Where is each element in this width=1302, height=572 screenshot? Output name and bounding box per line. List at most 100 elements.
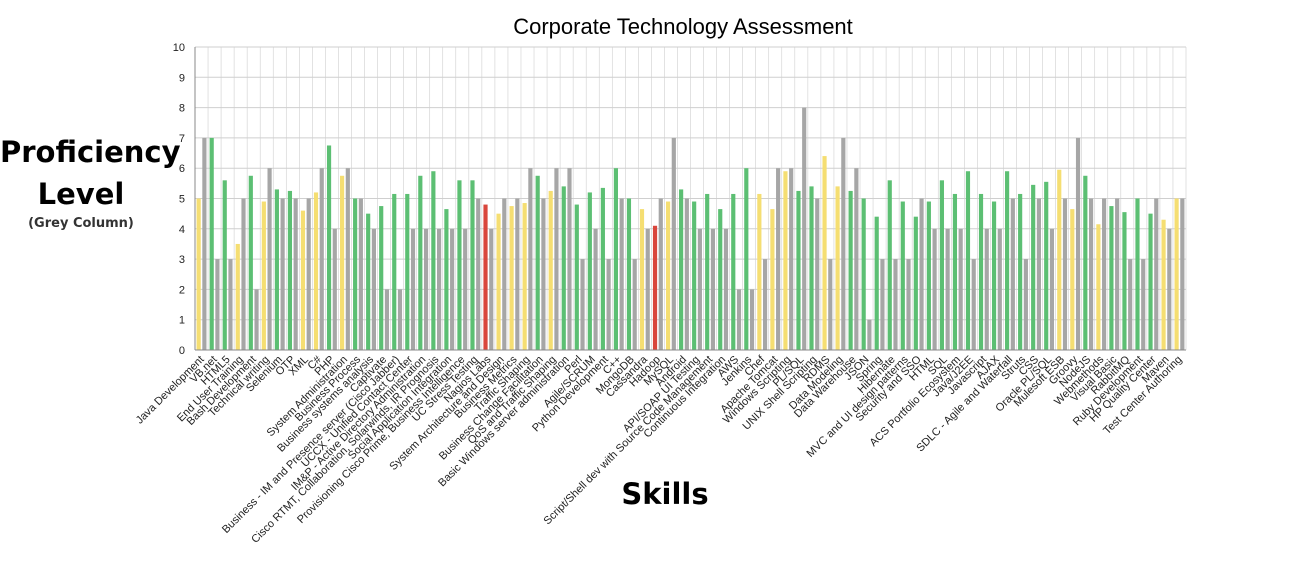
bar-proficiency — [619, 198, 624, 350]
bar-rating — [757, 193, 762, 350]
bar-proficiency — [1154, 198, 1159, 350]
bar-proficiency — [684, 198, 689, 350]
bar-proficiency — [202, 137, 207, 350]
bar-proficiency — [867, 319, 872, 350]
bar-proficiency — [789, 168, 794, 350]
bar-proficiency — [802, 107, 807, 350]
bar-proficiency — [215, 259, 220, 350]
y-tick-label: 9 — [179, 72, 185, 84]
bar-proficiency — [841, 137, 846, 350]
y-axis-ticks: 0 1 2 3 4 5 6 7 8 9 10 — [173, 42, 185, 357]
bar-rating — [665, 201, 671, 350]
bar-rating — [287, 190, 293, 350]
bar-proficiency — [736, 289, 742, 350]
bar-proficiency — [906, 259, 911, 350]
bar-proficiency — [997, 228, 1002, 350]
bar-proficiency — [723, 228, 729, 350]
bar-rating — [457, 180, 462, 350]
bar-proficiency — [371, 228, 376, 350]
bar-proficiency — [358, 198, 363, 350]
bar-rating — [913, 216, 918, 350]
bar-rating — [1070, 209, 1075, 350]
bar-rating — [978, 193, 984, 350]
bar-rating — [561, 186, 566, 350]
bar-rating — [1161, 219, 1166, 350]
bar-rating — [353, 198, 358, 350]
bar-proficiency — [1010, 198, 1015, 350]
y-tick-label: 7 — [179, 133, 185, 145]
bar-rating — [1174, 198, 1179, 350]
bar-rating — [274, 189, 279, 350]
bar-proficiency — [606, 259, 611, 350]
bar-rating — [770, 209, 775, 350]
bar-rating — [196, 198, 201, 350]
bar-rating — [405, 193, 410, 350]
bar-rating — [1044, 181, 1049, 350]
bar-rating — [1005, 171, 1010, 350]
bar-rating — [991, 201, 997, 350]
bar-proficiency — [971, 259, 976, 350]
y-tick-label: 5 — [179, 194, 185, 206]
bar-proficiency — [332, 228, 337, 350]
bar-proficiency — [567, 168, 572, 350]
bar-rating — [418, 175, 423, 350]
bar-proficiency — [267, 168, 272, 350]
bar-proficiency — [450, 228, 455, 350]
bar-rating — [261, 201, 266, 350]
bar-rating — [613, 168, 619, 350]
bar-proficiency — [502, 198, 507, 350]
bar-rating — [1031, 184, 1036, 350]
bar-proficiency — [554, 168, 559, 350]
bar-proficiency — [437, 228, 442, 350]
bar-rating — [1122, 212, 1127, 350]
bar-rating — [300, 210, 306, 350]
bar-rating — [939, 180, 944, 350]
bar-rating — [861, 198, 866, 350]
bar-proficiency — [919, 198, 924, 350]
bar-proficiency — [710, 228, 716, 350]
bar-proficiency — [293, 198, 298, 350]
bar-rating — [470, 180, 475, 350]
bar-proficiency — [828, 259, 833, 350]
bar-proficiency — [984, 228, 989, 350]
bar-rating — [483, 204, 488, 350]
bar-proficiency — [528, 168, 533, 350]
bar-proficiency — [658, 198, 663, 350]
bar-rating — [1096, 224, 1101, 350]
y-axis-label-line1: Proficiency — [0, 135, 181, 169]
bar-proficiency — [1115, 198, 1120, 350]
bar-rating — [496, 213, 501, 350]
bar-proficiency — [1128, 259, 1133, 350]
bar-proficiency — [1088, 198, 1094, 350]
bar-proficiency — [397, 289, 403, 350]
bar-rating — [926, 201, 931, 350]
chart-title: Corporate Technology Assessment — [513, 14, 853, 39]
bar-proficiency — [241, 198, 246, 350]
bar-rating — [692, 201, 697, 350]
bar-rating — [705, 193, 710, 350]
y-tick-label: 8 — [179, 103, 185, 115]
bar-proficiency — [749, 289, 755, 350]
bar-rating — [1018, 193, 1023, 350]
bar-rating — [822, 156, 827, 350]
bar-rating — [652, 225, 658, 350]
bar-proficiency — [423, 228, 429, 350]
bar-proficiency — [463, 228, 468, 350]
bar-rating — [444, 209, 449, 350]
bar-proficiency — [476, 198, 481, 350]
bar-rating — [509, 206, 514, 350]
bar-rating — [600, 187, 605, 350]
bar-rating — [535, 175, 540, 350]
bar-proficiency — [854, 168, 859, 350]
bar-rating — [744, 168, 749, 350]
bar-rating — [235, 243, 240, 350]
bar-proficiency — [1049, 228, 1055, 350]
bar-rating — [1083, 175, 1088, 350]
bar-proficiency — [815, 198, 820, 350]
bar-rating — [431, 171, 436, 350]
bar-proficiency — [1023, 259, 1028, 350]
bar-rating — [835, 186, 840, 350]
bar-proficiency — [1141, 259, 1146, 350]
bar-proficiency — [345, 168, 350, 350]
bar-proficiency — [1102, 198, 1107, 350]
